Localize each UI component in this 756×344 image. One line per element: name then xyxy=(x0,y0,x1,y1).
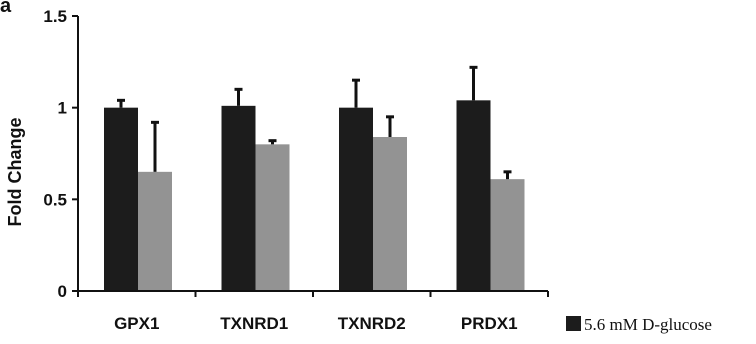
x-tick-label: GPX1 xyxy=(114,314,159,333)
x-tick-label: TXNRD2 xyxy=(338,314,406,333)
bar xyxy=(490,179,525,291)
bar xyxy=(339,107,373,292)
x-tick-label: TXNRD1 xyxy=(220,314,288,333)
bar xyxy=(104,107,138,292)
legend-swatch xyxy=(566,316,581,331)
x-tick-label: PRDX1 xyxy=(461,314,518,333)
bar xyxy=(138,171,172,291)
y-tick-label: 1.5 xyxy=(43,7,67,26)
bar xyxy=(373,137,407,291)
y-tick-label: 0.5 xyxy=(43,190,67,209)
legend: 5.6 mM D-glucose xyxy=(566,315,712,334)
y-tick-label: 1 xyxy=(58,99,67,118)
panel-label: a xyxy=(0,0,12,17)
y-tick-label: 0 xyxy=(58,282,67,301)
legend-label: 5.6 mM D-glucose xyxy=(584,315,712,334)
bar xyxy=(255,144,290,291)
bar xyxy=(221,105,256,291)
bar xyxy=(456,100,491,291)
y-axis-title: Fold Change xyxy=(5,118,25,227)
